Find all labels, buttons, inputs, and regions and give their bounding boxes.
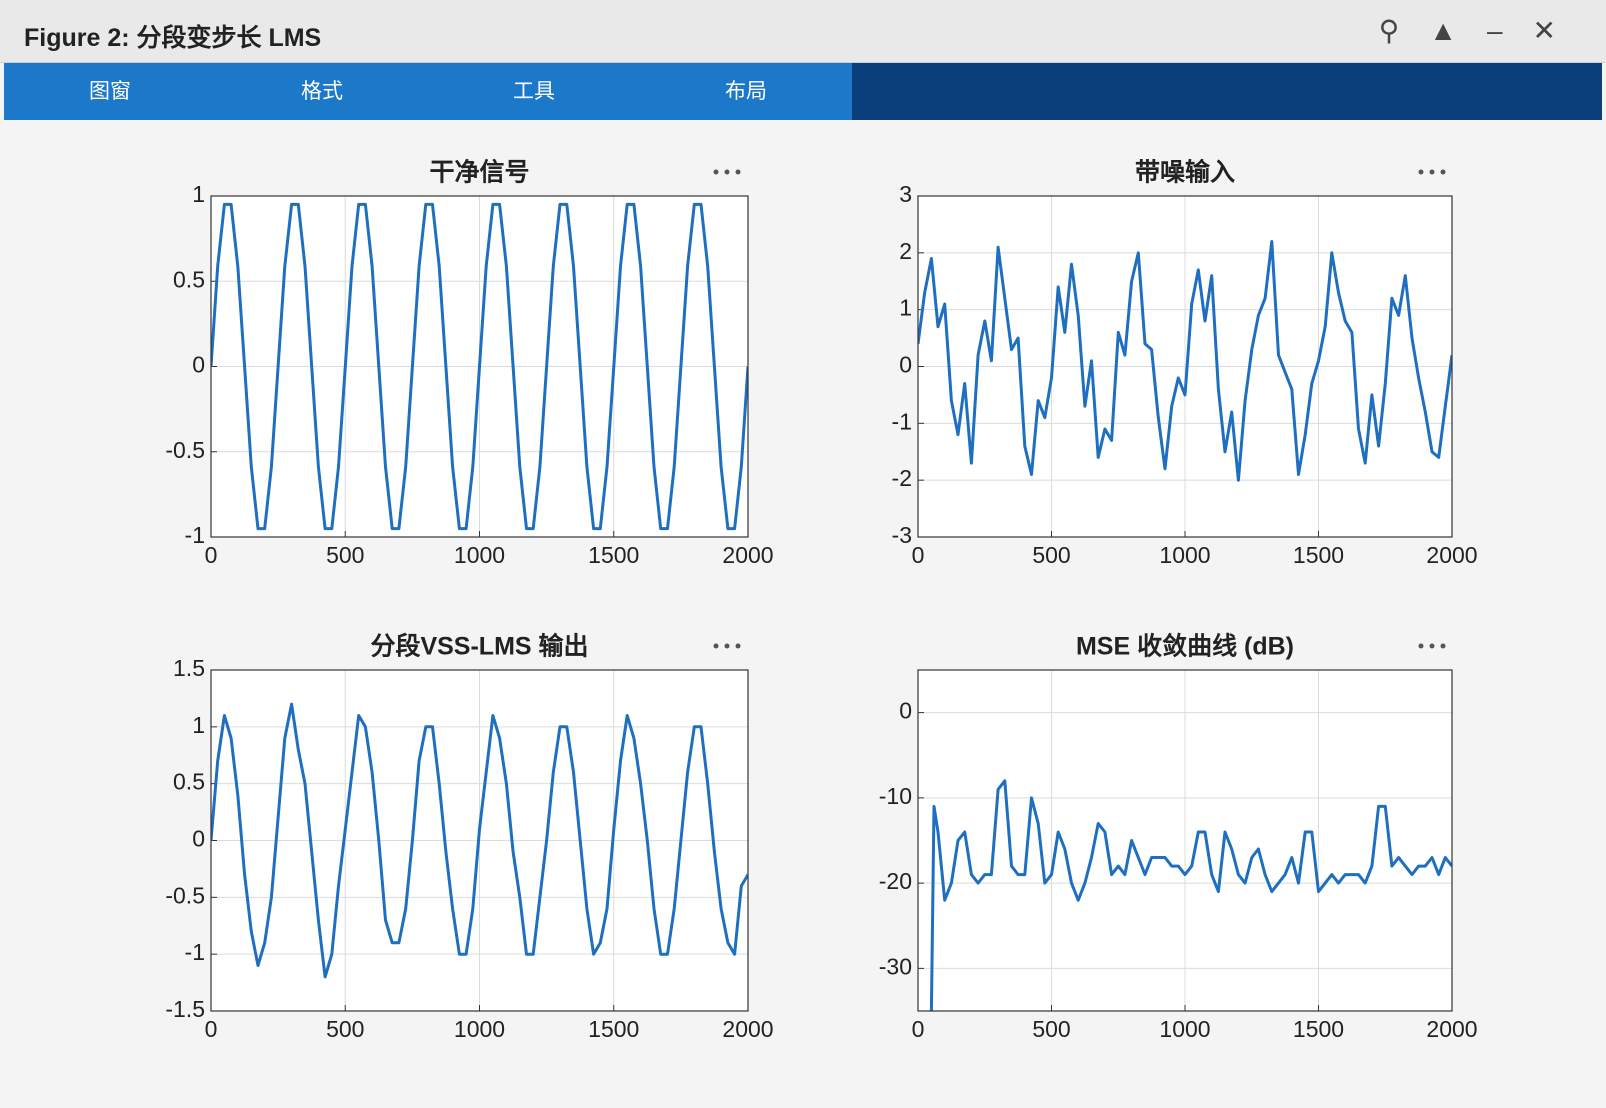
title-bar: Figure 2: 分段变步长 LMS ⚲▲–✕ bbox=[0, 0, 1606, 63]
y-tick-label: 1 bbox=[192, 712, 205, 738]
axes-box bbox=[210, 195, 749, 538]
y-tick-label: 2 bbox=[899, 238, 912, 264]
data-line bbox=[211, 702, 748, 979]
x-tick-label: 1000 bbox=[454, 1016, 505, 1042]
menu-tab[interactable]: 工具 bbox=[513, 80, 555, 103]
chart-title: 带噪输入 bbox=[1135, 158, 1235, 187]
y-tick-label: -20 bbox=[879, 868, 912, 894]
x-tick-label: 1500 bbox=[588, 542, 639, 568]
y-tick-label: 1 bbox=[192, 181, 205, 207]
menu-tabs: 图窗 格式 工具 布局 bbox=[4, 63, 852, 120]
menu-tab[interactable]: 布局 bbox=[725, 80, 767, 103]
x-tick-label: 1500 bbox=[588, 1016, 639, 1042]
x-tick-label: 500 bbox=[1032, 1016, 1070, 1042]
axes-menu[interactable] bbox=[713, 643, 741, 649]
x-tick-label: 1000 bbox=[454, 542, 505, 568]
chart-title: 分段VSS-LMS 输出 bbox=[370, 632, 588, 661]
y-tick-label: -1 bbox=[185, 939, 205, 965]
y-tick-label: 0 bbox=[192, 826, 205, 852]
data-line bbox=[929, 779, 1452, 1011]
x-tick-label: 1000 bbox=[1159, 1016, 1210, 1042]
axes-menu[interactable] bbox=[713, 169, 741, 175]
y-tick-label: -10 bbox=[879, 783, 912, 809]
data-line bbox=[918, 240, 1452, 482]
y-tick-label: -2 bbox=[892, 465, 912, 491]
axes-menu[interactable] bbox=[1418, 643, 1446, 649]
y-tick-label: -30 bbox=[879, 953, 912, 979]
data-line bbox=[211, 202, 748, 531]
x-tick-label: 1500 bbox=[1293, 1016, 1344, 1042]
y-tick-label: 3 bbox=[899, 181, 912, 207]
x-tick-label: 0 bbox=[205, 542, 218, 568]
y-tick-label: 0.5 bbox=[173, 769, 205, 795]
window-controls[interactable]: ⚲▲–✕ bbox=[1378, 15, 1586, 46]
x-tick-label: 2000 bbox=[722, 542, 773, 568]
x-tick-label: 500 bbox=[1032, 542, 1070, 568]
y-tick-label: -0.5 bbox=[165, 437, 205, 463]
y-tick-label: -1 bbox=[185, 522, 205, 548]
axes-box bbox=[917, 669, 1453, 1012]
x-tick-label: 1500 bbox=[1293, 542, 1344, 568]
x-tick-label: 0 bbox=[912, 542, 925, 568]
y-tick-label: -1.5 bbox=[165, 996, 205, 1022]
axes-box bbox=[917, 195, 1453, 538]
y-tick-label: -0.5 bbox=[165, 882, 205, 908]
x-tick-label: 2000 bbox=[1426, 542, 1477, 568]
x-tick-label: 2000 bbox=[722, 1016, 773, 1042]
x-tick-label: 500 bbox=[326, 1016, 364, 1042]
y-tick-label: 1.5 bbox=[173, 655, 205, 681]
x-tick-label: 500 bbox=[326, 542, 364, 568]
chart-title: MSE 收敛曲线 (dB) bbox=[1076, 632, 1294, 661]
y-tick-label: -3 bbox=[892, 522, 912, 548]
y-tick-label: -1 bbox=[892, 408, 912, 434]
x-tick-label: 0 bbox=[205, 1016, 218, 1042]
y-tick-label: 0 bbox=[899, 352, 912, 378]
axes-box bbox=[210, 669, 749, 1012]
y-tick-label: 0 bbox=[192, 352, 205, 378]
window-title: Figure 2: 分段变步长 LMS bbox=[24, 24, 322, 52]
menu-tab[interactable]: 格式 bbox=[301, 80, 343, 103]
x-tick-label: 0 bbox=[912, 1016, 925, 1042]
toolstrip: 图窗 格式 工具 布局 bbox=[4, 63, 1602, 120]
menu-tab[interactable]: 图窗 bbox=[89, 80, 131, 103]
y-tick-label: 0.5 bbox=[173, 266, 205, 292]
x-tick-label: 1000 bbox=[1159, 542, 1210, 568]
y-tick-label: 0 bbox=[899, 698, 912, 724]
chart-title: 干净信号 bbox=[429, 159, 529, 187]
y-tick-label: 1 bbox=[899, 295, 912, 321]
axes-menu[interactable] bbox=[1418, 169, 1446, 175]
x-tick-label: 2000 bbox=[1426, 1016, 1477, 1042]
